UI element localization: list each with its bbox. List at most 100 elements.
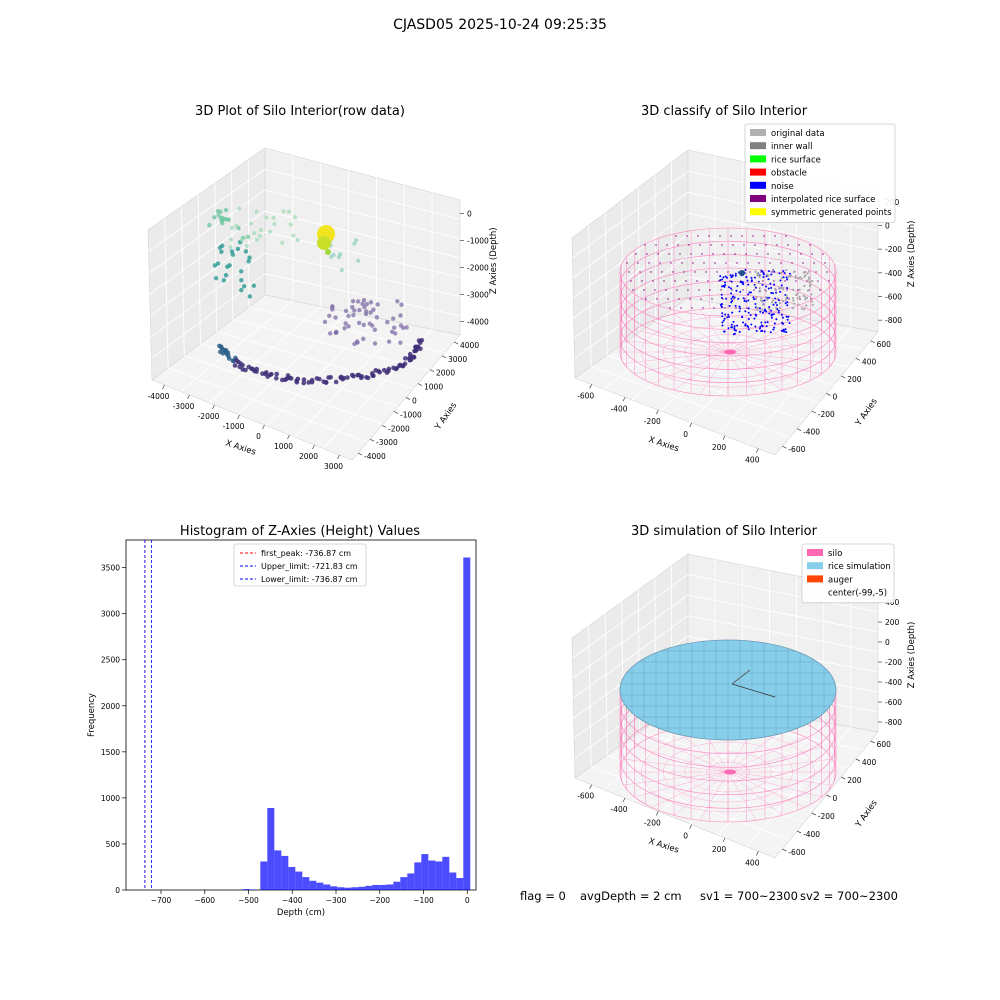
original-data-point	[793, 302, 796, 305]
noise-point	[773, 326, 776, 329]
raw-point	[288, 376, 294, 381]
silo-spoke	[699, 309, 729, 353]
simulation-3d-plot[interactable]: -600-400-20002004006004002000-200-400-60…	[560, 540, 930, 880]
noise-point	[720, 305, 723, 308]
raw-point	[402, 361, 408, 367]
histogram-legend-label: first_peak: -736.87 cm	[261, 549, 351, 558]
interpolated-surface-point	[711, 298, 713, 300]
raw-point	[399, 302, 404, 307]
histogram-bar	[288, 866, 296, 890]
interpolated-surface-point	[733, 298, 735, 300]
y-tick	[357, 452, 363, 456]
noise-point	[764, 321, 767, 324]
original-data-point	[778, 302, 782, 305]
raw-point	[328, 374, 334, 380]
x-tick	[722, 837, 726, 843]
z-tick-label: 0	[885, 222, 890, 231]
raw-point	[220, 243, 225, 248]
original-data-point	[766, 273, 769, 276]
original-data-point	[764, 296, 767, 299]
noise-point	[725, 297, 728, 300]
noise-point	[750, 323, 753, 326]
noise-point	[769, 331, 772, 334]
noise-point	[745, 276, 748, 279]
raw-point	[372, 327, 378, 332]
classify-3d-plot[interactable]: -600-400-20002004006004002000-200-400-60…	[560, 120, 930, 470]
original-data-point	[804, 274, 807, 277]
y-tick	[441, 355, 447, 359]
raw-plot-title: 3D Plot of Silo Interior(row data)	[195, 104, 405, 119]
silo-spoke	[727, 351, 757, 395]
interpolated-surface-point	[815, 271, 817, 273]
interpolated-surface-point	[699, 244, 701, 246]
histogram-chart[interactable]: −700 −600 −500 −400 −300 −200 −100 0 0 500 1000 150…	[80, 530, 500, 920]
noise-point	[745, 300, 748, 303]
silo-spoke	[673, 771, 729, 816]
silo-spoke	[699, 351, 729, 395]
noise-point	[736, 324, 739, 327]
noise-point	[769, 282, 772, 285]
raw-point	[386, 339, 392, 344]
y-tick	[811, 410, 816, 414]
original-data-point	[771, 299, 775, 302]
noise-point	[728, 304, 731, 307]
noise-point	[766, 321, 769, 324]
histogram-bar	[400, 877, 408, 890]
histogram-bar	[323, 884, 331, 890]
interpolated-surface-point	[722, 298, 724, 300]
classify-legend-label: noise	[771, 182, 794, 192]
z-tick-label: 200	[885, 618, 900, 627]
x-tick	[589, 384, 592, 389]
interpolated-surface-point	[800, 253, 802, 255]
interpolated-surface-point	[754, 244, 756, 246]
noise-point	[762, 276, 765, 279]
silo-floor-ring	[706, 761, 750, 783]
original-data-point	[765, 289, 768, 293]
noise-point	[729, 287, 732, 290]
y-tick-label: 2000	[436, 369, 455, 378]
noise-point	[765, 310, 768, 313]
interpolated-surface-point	[776, 244, 778, 246]
x-tick	[622, 797, 626, 803]
silo-floor-ring	[684, 334, 772, 370]
x-tick	[212, 404, 215, 410]
original-data-point	[781, 286, 784, 290]
original-data-point	[796, 297, 799, 300]
noise-point	[743, 299, 746, 302]
noise-point	[761, 325, 764, 328]
raw-point	[293, 215, 298, 220]
grid-line	[264, 252, 461, 297]
silo-spoke	[634, 351, 729, 375]
grid-line	[149, 210, 266, 295]
grid-line	[294, 323, 405, 438]
interpolated-surface-point	[691, 307, 693, 309]
grid-line	[604, 613, 608, 756]
noise-point	[773, 322, 776, 325]
classify-legend-label: interpolated rice surface	[771, 195, 876, 205]
x-axis-label: X Axies	[647, 836, 680, 855]
noise-point	[733, 325, 736, 328]
interpolated-surface-point	[730, 235, 732, 237]
y-tick-label: 2500	[101, 656, 120, 665]
raw-3d-plot[interactable]: -4000-3000-2000-100001000200030004000300…	[130, 130, 500, 470]
interpolated-surface-point	[705, 271, 707, 273]
y-tick-label: 3500	[101, 564, 120, 573]
classify-legend-swatch	[750, 168, 766, 176]
grid-line	[671, 308, 864, 351]
y-axis-label: Y Axies	[853, 396, 880, 428]
noise-point	[726, 276, 729, 279]
interpolated-surface-point	[742, 289, 744, 291]
silo-spoke	[634, 746, 729, 773]
noise-point	[721, 278, 724, 281]
grid-line	[687, 212, 879, 252]
raw-point	[352, 341, 357, 347]
noise-point	[742, 321, 745, 324]
x-tick	[287, 434, 290, 440]
interpolated-surface-point	[784, 280, 786, 282]
noise-point	[754, 325, 757, 328]
histogram-bar	[358, 886, 366, 890]
interpolated-surface-point	[749, 271, 751, 273]
x-tick	[756, 851, 759, 856]
y-tick-label: 600	[877, 740, 892, 749]
raw-point	[249, 221, 254, 226]
